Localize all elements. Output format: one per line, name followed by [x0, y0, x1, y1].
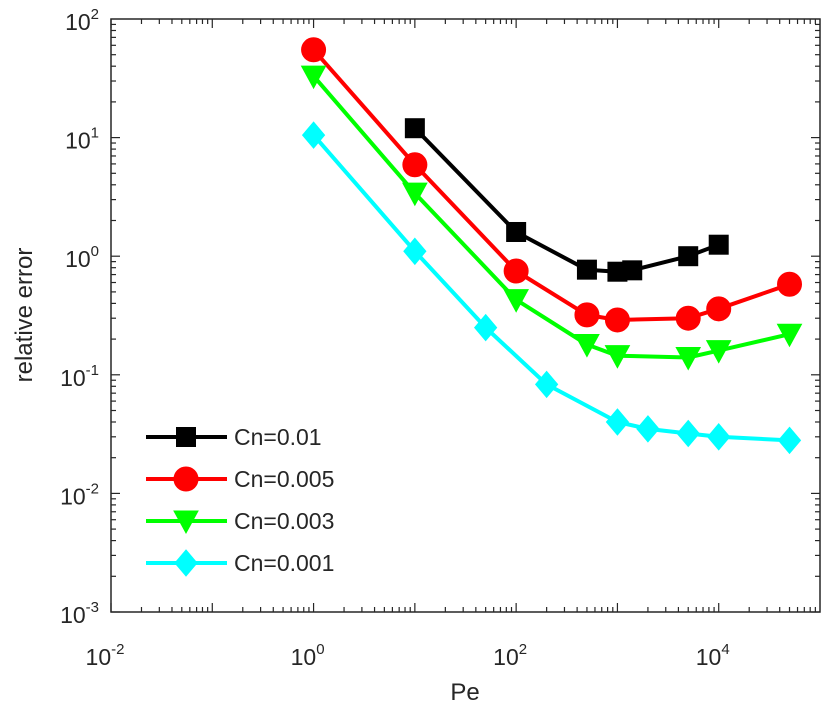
- data-point: [708, 234, 729, 255]
- data-point: [604, 345, 631, 369]
- series-Cn=0.001: [301, 121, 802, 455]
- legend-item: Cn=0.01: [146, 424, 322, 450]
- legend: Cn=0.01 Cn=0.005 Cn=0.003 Cn=0.001: [146, 424, 334, 577]
- y-tick-label: 102: [65, 6, 99, 35]
- legend-item: Cn=0.001: [146, 549, 334, 577]
- data-point: [777, 426, 802, 455]
- data-point: [605, 408, 630, 436]
- data-point: [534, 370, 559, 399]
- y-tick-label: 10-2: [60, 480, 99, 509]
- data-point: [676, 419, 700, 448]
- legend-item: Cn=0.003: [146, 508, 334, 535]
- data-point: [404, 118, 425, 139]
- data-point: [402, 152, 428, 178]
- series-Cn=0.003: [300, 65, 803, 371]
- data-point: [622, 260, 643, 281]
- x-axis-label: Pe: [450, 679, 479, 706]
- data-point: [503, 258, 529, 284]
- data-point: [604, 307, 630, 333]
- series-Cn=0.005: [301, 37, 803, 333]
- x-tick-label: 102: [493, 641, 527, 670]
- data-point: [300, 65, 327, 90]
- data-point: [403, 237, 427, 266]
- x-tick-label: 100: [291, 641, 325, 670]
- data-point: [574, 334, 600, 358]
- legend-label: Cn=0.001: [234, 550, 334, 576]
- data-point: [707, 423, 731, 451]
- y-tick-label: 10-1: [60, 362, 99, 391]
- x-tick-label: 10-2: [86, 641, 125, 670]
- data-point: [777, 271, 803, 297]
- data-point: [301, 37, 327, 63]
- data-point: [576, 259, 597, 280]
- series-Cn=0.01: [404, 118, 729, 282]
- data-point: [675, 346, 702, 371]
- legend-label: Cn=0.005: [234, 466, 334, 492]
- x-axis-ticks: 10-2 100 102 104: [86, 19, 816, 670]
- series-layer: [300, 37, 803, 455]
- data-point: [675, 305, 701, 331]
- legend-marker: [173, 466, 199, 492]
- data-point: [706, 296, 732, 322]
- legend-marker: [173, 510, 199, 535]
- data-point: [301, 121, 326, 149]
- legend-marker: [174, 549, 198, 577]
- y-tick-label: 100: [65, 243, 99, 272]
- legend-label: Cn=0.01: [234, 424, 322, 450]
- y-axis-label: relative error: [11, 248, 38, 383]
- data-point: [503, 289, 529, 313]
- legend-label: Cn=0.003: [234, 508, 334, 534]
- y-tick-label: 101: [65, 125, 99, 154]
- legend-item: Cn=0.005: [146, 466, 334, 492]
- x-tick-label: 104: [696, 641, 730, 670]
- data-point: [402, 182, 428, 207]
- data-point: [473, 313, 498, 342]
- data-point: [705, 340, 732, 364]
- y-tick-label: 10-3: [60, 599, 99, 628]
- legend-marker: [176, 427, 196, 447]
- data-point: [636, 415, 660, 443]
- data-point: [574, 302, 600, 328]
- data-point: [678, 246, 699, 267]
- data-point: [776, 323, 803, 348]
- y-axis-ticks: 10-3 10-2 10-1 100 101 102: [60, 6, 820, 628]
- data-point: [506, 221, 527, 242]
